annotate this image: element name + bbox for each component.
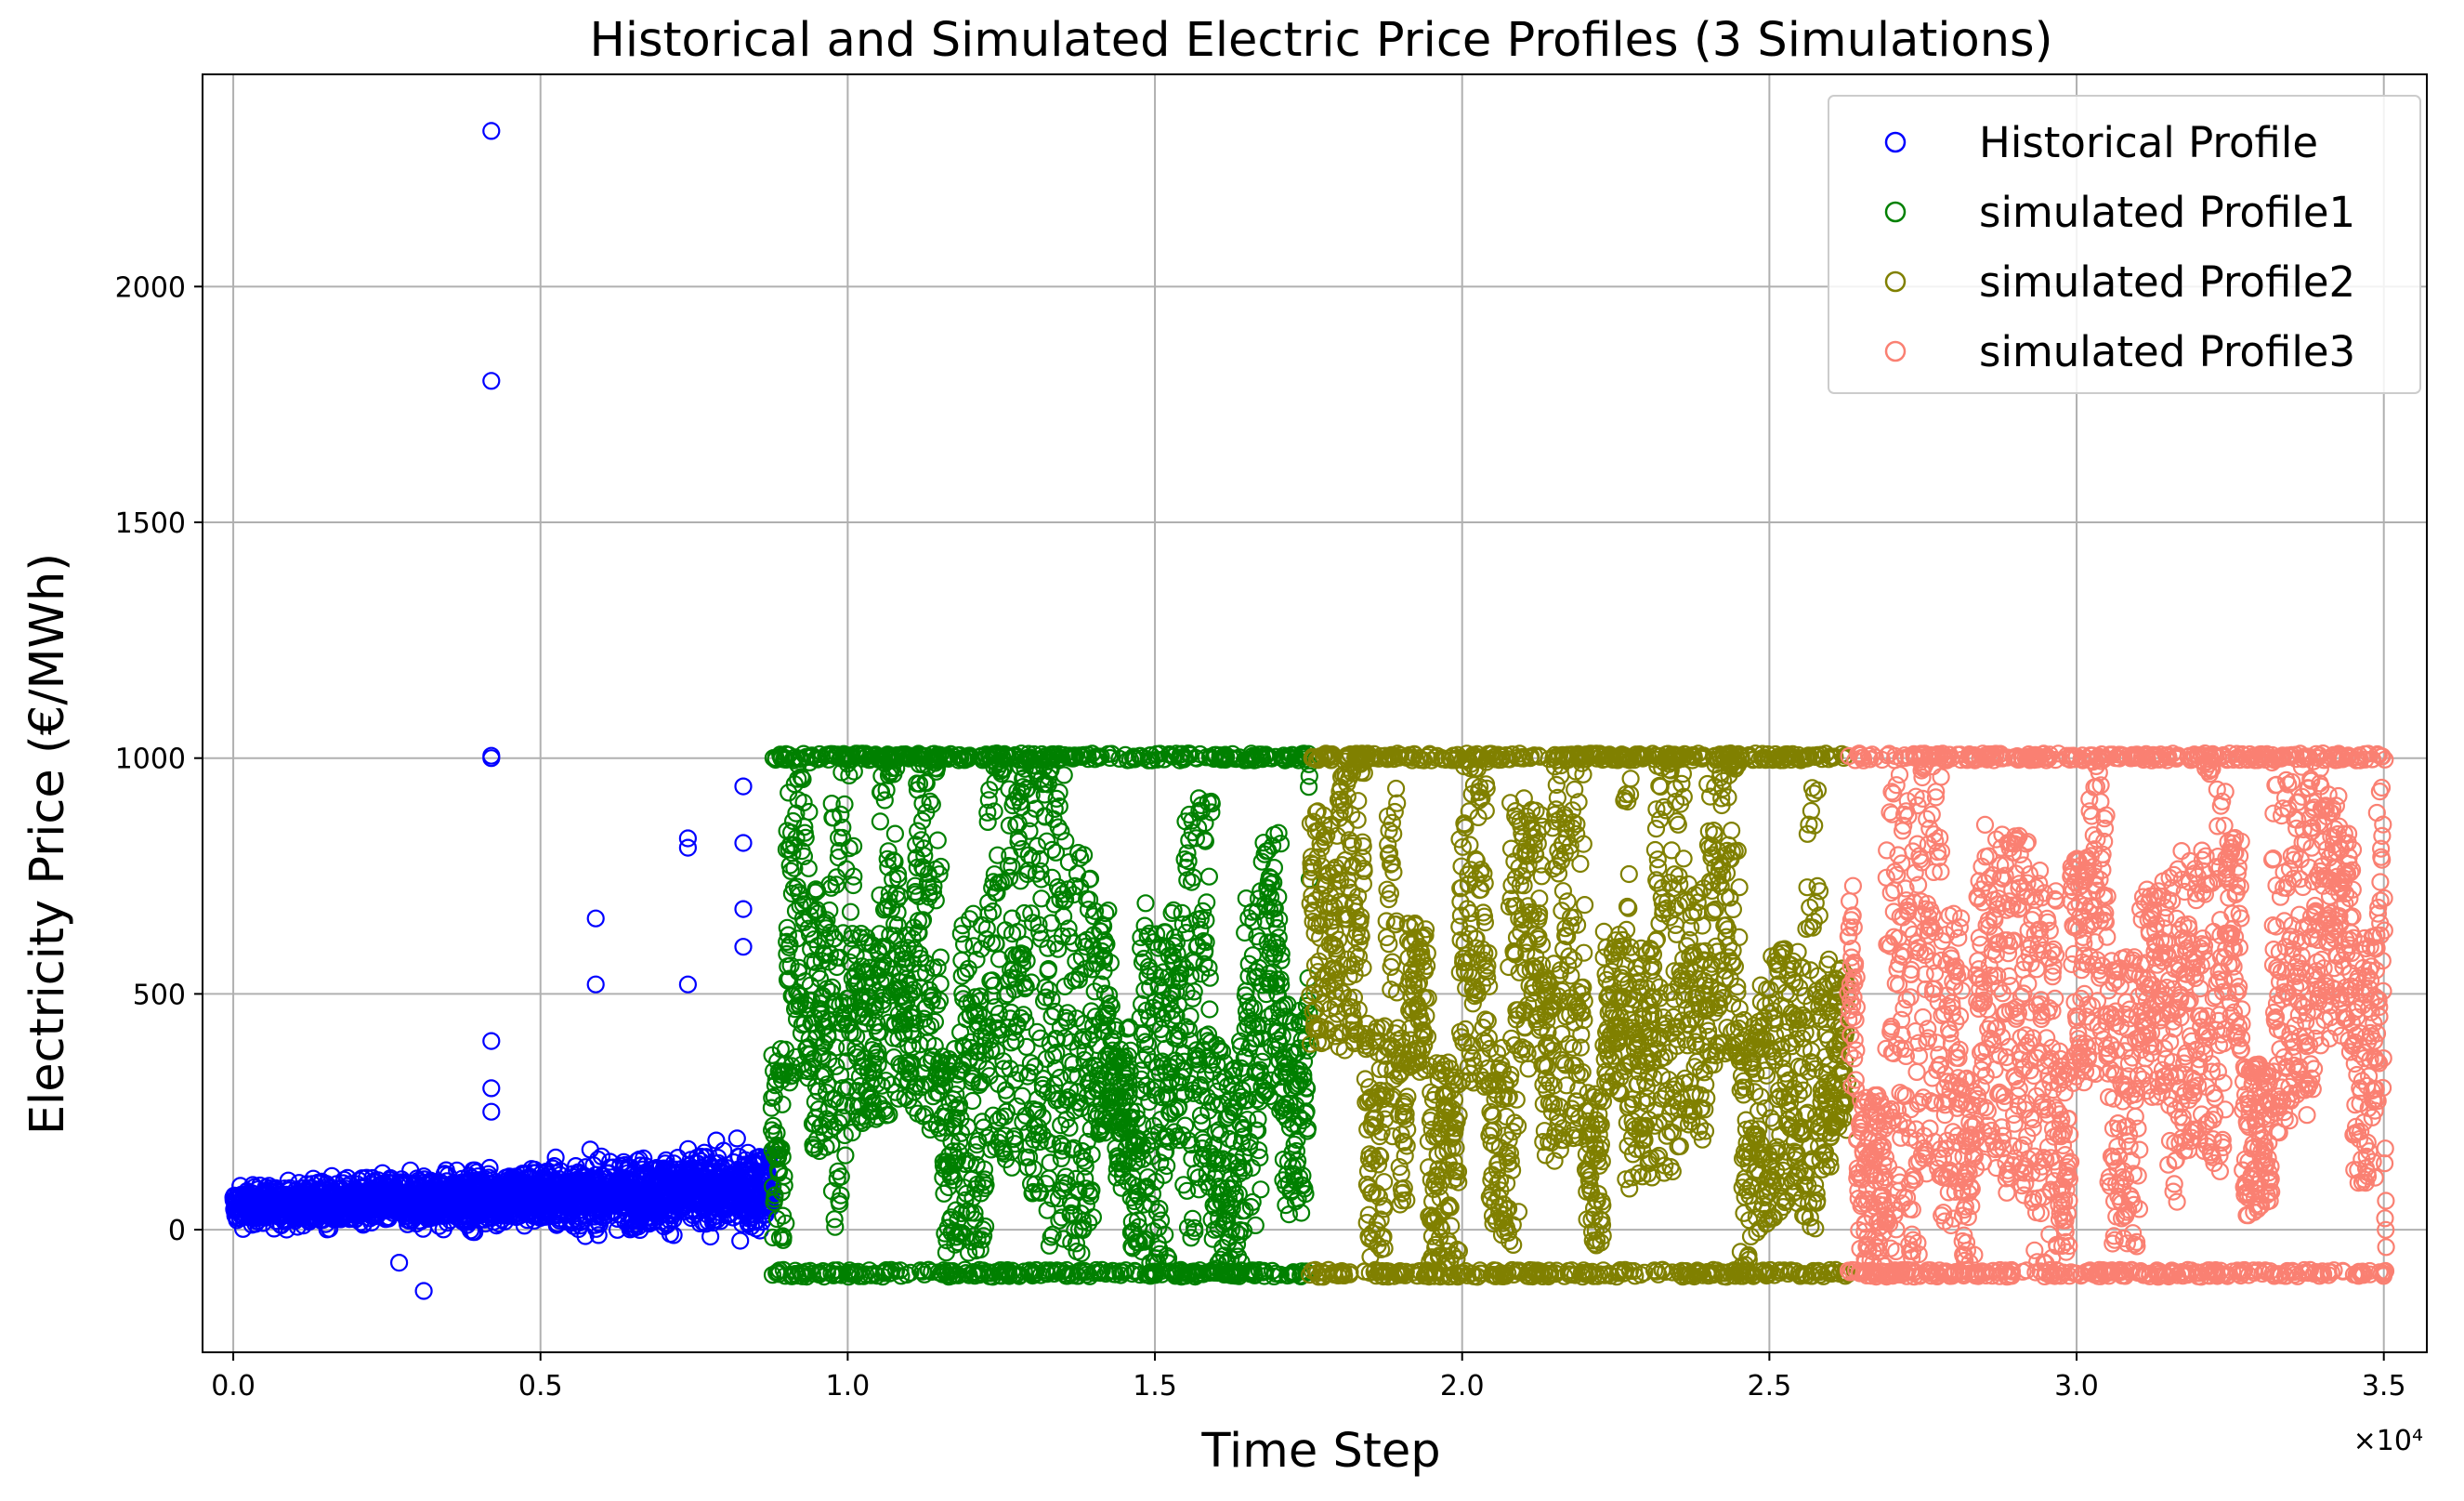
data-point	[1081, 869, 1100, 889]
data-point	[1001, 846, 1019, 865]
data-point	[794, 793, 813, 812]
data-point	[734, 777, 753, 796]
data-point	[963, 904, 983, 923]
data-point	[482, 1079, 501, 1098]
data-point	[390, 1253, 409, 1272]
data-point	[734, 900, 753, 918]
data-point	[480, 1158, 499, 1178]
data-point	[1200, 1000, 1219, 1019]
data-point	[586, 909, 605, 928]
data-point	[1249, 1110, 1267, 1128]
data-point	[678, 829, 698, 848]
series-2	[762, 744, 1319, 1286]
data-point	[1199, 867, 1219, 886]
data-point	[1265, 858, 1284, 877]
series-3	[1301, 744, 1857, 1286]
data-point	[727, 1129, 746, 1148]
data-point	[841, 902, 860, 921]
data-point	[482, 1032, 501, 1050]
data-point	[414, 1282, 433, 1300]
data-point	[482, 372, 501, 390]
data-point	[1200, 968, 1219, 987]
data-point	[734, 834, 753, 852]
data-point	[1252, 1180, 1270, 1199]
data-point	[678, 975, 698, 994]
data-point	[885, 824, 905, 843]
data-point	[1055, 766, 1073, 784]
data-point	[734, 938, 753, 956]
data-point	[928, 831, 947, 849]
data-point	[1136, 894, 1155, 913]
data-point	[1300, 767, 1318, 785]
data-point	[482, 122, 501, 140]
series-1	[224, 122, 780, 1300]
data-point	[731, 1231, 750, 1250]
data-point	[678, 838, 698, 857]
data-point	[586, 975, 605, 994]
data-point	[482, 1102, 501, 1121]
data-points	[224, 122, 2395, 1300]
data-point	[1040, 1169, 1058, 1188]
data-point	[1056, 832, 1075, 850]
data-point	[1052, 823, 1070, 841]
data-point	[1198, 893, 1216, 912]
data-point	[836, 1146, 855, 1165]
chart-title: Historical and Simulated Electric Price …	[589, 13, 2052, 68]
data-point	[581, 1140, 599, 1159]
data-point	[871, 812, 890, 831]
data-point	[1074, 846, 1094, 864]
